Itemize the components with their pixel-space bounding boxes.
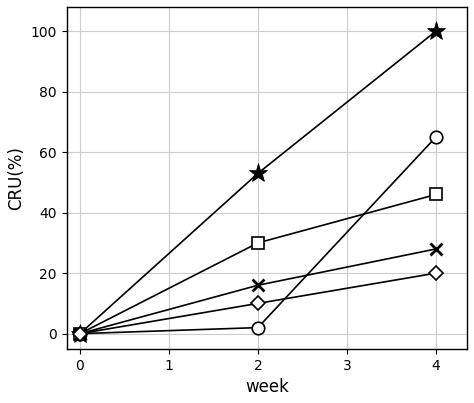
- X-axis label: week: week: [245, 378, 289, 396]
- Y-axis label: CRU(%): CRU(%): [7, 146, 25, 210]
